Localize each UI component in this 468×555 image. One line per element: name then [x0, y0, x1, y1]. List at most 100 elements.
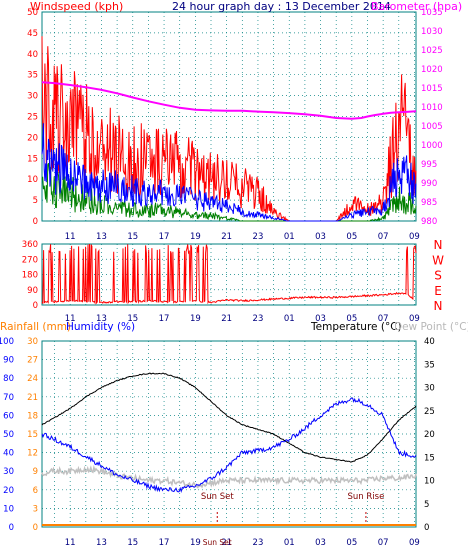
- wind-panel-x-tick-label: 13: [96, 232, 107, 242]
- temperature-y-tick-label: 15: [424, 453, 435, 463]
- barometer-y-tick-label: 990: [421, 179, 437, 189]
- barometer-line: [41, 81, 417, 120]
- humidity-y-tick-label: 40: [3, 449, 14, 459]
- direction-panel-x-tick-label: 21: [221, 314, 232, 324]
- direction-y-tick-label: 360: [22, 240, 38, 250]
- temperature-panel-x-tick-label: 01: [284, 538, 295, 548]
- temperature-y-tick-label: 25: [424, 407, 435, 417]
- wind-average-line: [41, 123, 417, 222]
- rainfall-y-tick-label: 0: [33, 523, 38, 533]
- dewpoint-axis-title: Dew Point (°C): [394, 321, 468, 333]
- compass-label: N: [434, 238, 443, 252]
- direction-panel-x-tick-label: 03: [315, 314, 326, 324]
- temperature-panel-frame: [41, 340, 417, 528]
- wind-panel-x-tick-label: 21: [221, 232, 232, 242]
- temperature-panel-x-tick-label: 03: [315, 538, 326, 548]
- chart-title: 24 hour graph day : 13 December 2014: [172, 0, 391, 13]
- temperature-y-tick-label: 10: [424, 477, 435, 487]
- rainfall-y-tick-label: 18: [27, 411, 38, 421]
- wind-panel-x-tick-label: 19: [190, 232, 201, 242]
- temperature-panel-x-tick-label: 07: [378, 538, 389, 548]
- humidity-y-tick-label: 90: [3, 356, 14, 366]
- temperature-panel-x-tick-label: 05: [346, 538, 357, 548]
- humidity-axis-title: Humidity (%): [66, 321, 136, 333]
- rainfall-y-tick-label: 9: [33, 467, 38, 477]
- barometer-y-tick-label: 1020: [421, 65, 443, 75]
- wind-panel-x-tick-label: 01: [284, 232, 295, 242]
- wind-panel-x-tick-label: 03: [315, 232, 326, 242]
- barometer-y-tick-label: 985: [421, 198, 437, 208]
- temperature-line: [41, 372, 417, 463]
- barometer-y-tick-label: 1000: [421, 141, 443, 151]
- temperature-panel-x-tick-label: 17: [159, 538, 170, 548]
- windspeed-y-tick-label: 40: [27, 50, 38, 60]
- wind-panel-x-tick-label: 09: [409, 232, 420, 242]
- barometer-y-tick-label: 1030: [421, 27, 443, 37]
- direction-panel-x-tick-label: 17: [159, 314, 170, 324]
- direction-y-tick-label: 90: [27, 286, 38, 296]
- rainfall-y-tick-label: 12: [27, 449, 38, 459]
- windspeed-y-tick-label: 30: [27, 92, 38, 102]
- humidity-y-tick-label: 30: [3, 467, 14, 477]
- direction-panel-x-tick-label: 11: [65, 314, 76, 324]
- direction-panel-x-tick-label: 01: [284, 314, 295, 324]
- barometer-axis-title: Barometer (hpa): [371, 0, 463, 13]
- rainfall-y-tick-label: 27: [27, 356, 38, 366]
- rainfall-y-tick-label: 6: [33, 486, 38, 496]
- humidity-line: [41, 397, 417, 493]
- temperature-y-tick-label: 35: [424, 360, 435, 370]
- temperature-panel-x-tick-label: 23: [253, 538, 264, 548]
- wind-panel-x-tick-label: 05: [346, 232, 357, 242]
- rainfall-axis-title: Rainfall (mm): [0, 321, 72, 333]
- barometer-y-tick-label: 1010: [421, 103, 443, 113]
- barometer-y-tick-label: 1035: [421, 8, 443, 18]
- humidity-y-tick-label: 80: [3, 374, 14, 384]
- temperature-panel-x-tick-label: 19: [190, 538, 201, 548]
- dewpoint-line: [41, 464, 417, 489]
- direction-panel-x-tick-label: 09: [409, 314, 420, 324]
- humidity-y-tick-label: 0: [9, 523, 14, 533]
- sun-set-label: Sun Set: [201, 492, 234, 502]
- compass-label: S: [434, 269, 442, 283]
- rainfall-y-tick-label: 24: [27, 374, 38, 384]
- wind-low-line: [41, 163, 417, 222]
- direction-y-tick-label: 270: [22, 255, 38, 265]
- barometer-y-tick-label: 1025: [421, 46, 443, 56]
- wind-panel-x-tick-label: 17: [159, 232, 170, 242]
- temperature-y-tick-label: 0: [424, 523, 429, 533]
- windspeed-y-tick-label: 35: [27, 71, 38, 81]
- compass-label: N: [434, 299, 443, 313]
- barometer-y-tick-label: 995: [421, 160, 437, 170]
- windspeed-y-tick-label: 0: [33, 217, 38, 227]
- temperature-panel-x-tick-label: 09: [409, 538, 420, 548]
- temperature-panel-x-tick-label: 15: [127, 538, 138, 548]
- wind-direction-line: [41, 243, 417, 305]
- sun-set-axis-label: Sun Set: [203, 538, 232, 547]
- temperature-panel-x-tick-label: 13: [96, 538, 107, 548]
- barometer-y-tick-label: 1015: [421, 84, 443, 94]
- windspeed-y-tick-label: 15: [27, 154, 38, 164]
- direction-panel-x-tick-label: 05: [346, 314, 357, 324]
- windspeed-y-tick-label: 5: [33, 196, 38, 206]
- direction-panel-x-tick-label: 23: [253, 314, 264, 324]
- rainfall-y-tick-label: 30: [27, 337, 38, 347]
- direction-y-tick-label: 0: [33, 301, 38, 311]
- temperature-y-tick-label: 20: [424, 430, 435, 440]
- wind-panel-x-tick-label: 23: [253, 232, 264, 242]
- rainfall-y-tick-label: 21: [27, 393, 38, 403]
- humidity-y-tick-label: 100: [0, 337, 14, 347]
- direction-y-tick-label: 180: [22, 271, 38, 281]
- humidity-y-tick-label: 70: [3, 393, 14, 403]
- windspeed-y-tick-label: 25: [27, 113, 38, 123]
- rainfall-y-tick-label: 3: [33, 504, 38, 514]
- windspeed-y-tick-label: 10: [27, 175, 38, 185]
- direction-panel-x-tick-label: 07: [378, 314, 389, 324]
- windspeed-y-tick-label: 50: [27, 8, 38, 18]
- humidity-y-tick-label: 10: [3, 504, 14, 514]
- rainfall-y-tick-label: 15: [27, 430, 38, 440]
- temperature-y-tick-label: 40: [424, 337, 435, 347]
- direction-panel-frame: [41, 243, 417, 306]
- direction-panel-x-tick-label: 13: [96, 314, 107, 324]
